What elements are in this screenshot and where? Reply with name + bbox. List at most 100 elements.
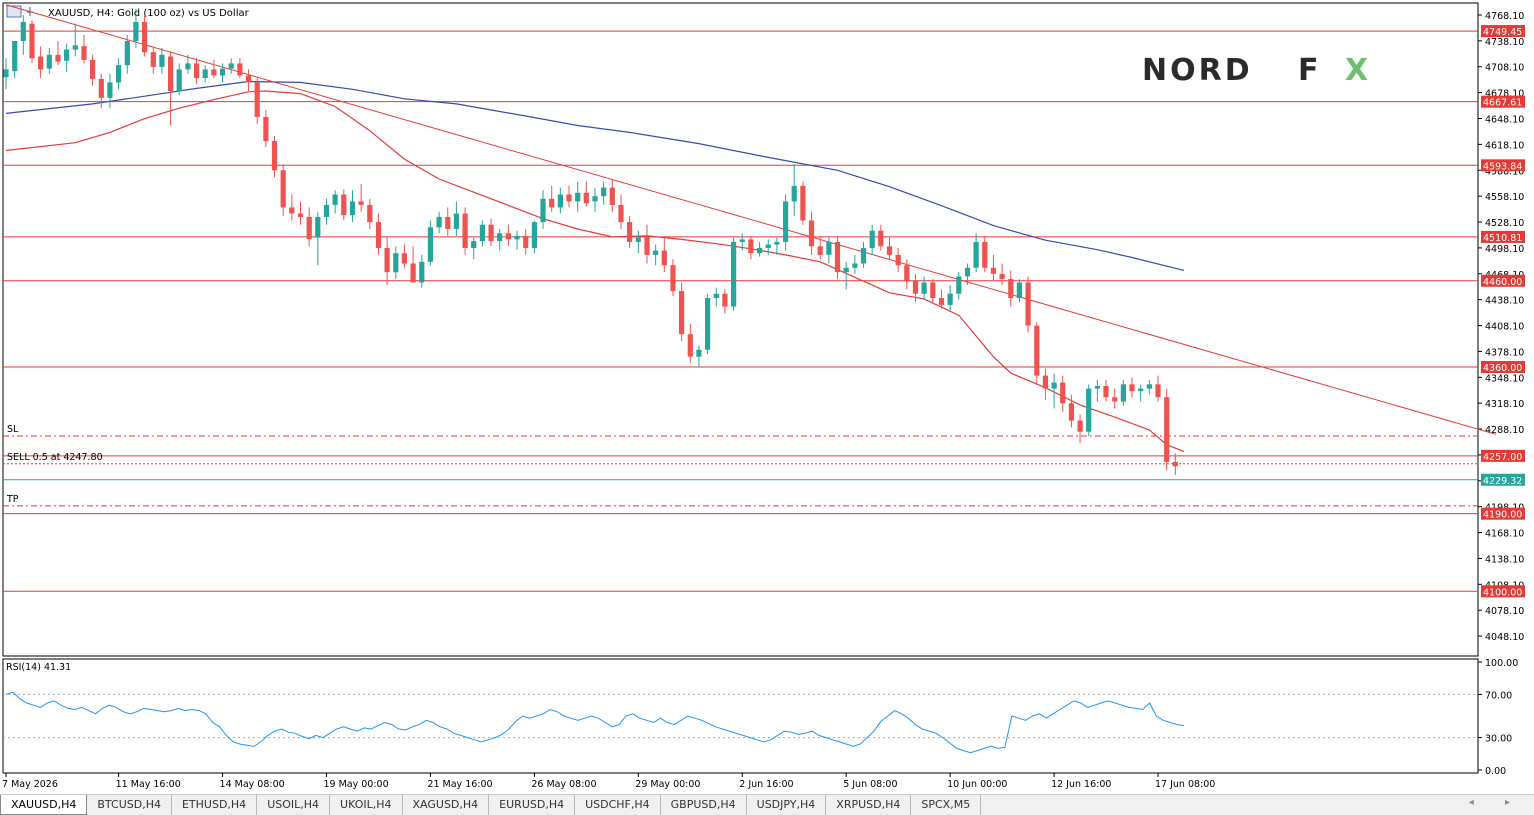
candle-body (912, 280, 919, 294)
symbol-tab[interactable]: XRPUSD,H4 (826, 795, 912, 815)
candle-body (843, 267, 849, 273)
entry-order-label: SELL 0.5 at 4247.80 (7, 452, 103, 463)
candle-body (860, 248, 867, 264)
candle-body (1094, 386, 1100, 389)
candle-body (133, 22, 139, 41)
time-tick-label: 26 May 08:00 (531, 779, 596, 790)
price-tick-label: 4078.10 (1485, 606, 1524, 617)
candle-body (168, 56, 174, 91)
candle-body (12, 41, 18, 72)
candle-body (323, 204, 330, 217)
candle-body (384, 248, 390, 273)
downtrend-line[interactable] (5, 4, 1496, 435)
level-price-label: 4593.84 (1483, 161, 1522, 172)
candle-body (973, 241, 979, 268)
candle-body (237, 63, 243, 76)
candle-body (1034, 325, 1040, 376)
candle-body (332, 194, 338, 205)
candle-body (1129, 384, 1135, 392)
candle-body (601, 187, 607, 197)
candle-body (462, 213, 468, 248)
level-price-tag (1481, 230, 1525, 243)
candle-body (938, 298, 945, 305)
candle-body (471, 241, 477, 248)
candle-body (1042, 375, 1048, 389)
candle-body (436, 216, 442, 228)
candle-body (505, 233, 511, 240)
brand-name-left: NORD (1142, 53, 1253, 88)
candle-body (739, 239, 745, 242)
candle-body (679, 291, 685, 335)
level-price-label: 4460.00 (1483, 277, 1522, 288)
price-tick-label: 4438.10 (1485, 296, 1524, 307)
nordfx-logo: NORD F X (1142, 53, 1368, 88)
chart-menu-icon[interactable] (6, 5, 22, 18)
candle-body (64, 49, 70, 61)
candle-body (523, 235, 529, 248)
candle-body (627, 222, 633, 242)
symbol-tab[interactable]: XAGUSD,H4 (403, 795, 490, 815)
candle-body (878, 230, 884, 247)
candle-body (497, 233, 503, 242)
symbol-tab[interactable]: BTCUSD,H4 (87, 795, 172, 815)
time-tick-label: 10 Jun 00:00 (947, 779, 1007, 790)
candle-body (297, 213, 304, 217)
candle-body (947, 293, 953, 305)
candle-body (1146, 384, 1152, 389)
tab-scroll-arrows[interactable]: ◂ ▸ (1468, 797, 1524, 808)
candle-body (1016, 282, 1022, 298)
price-tick-label: 4588.10 (1485, 166, 1524, 177)
symbol-tab[interactable]: GBPUSD,H4 (661, 795, 747, 815)
time-tick-label: 29 May 00:00 (635, 779, 700, 790)
symbol-tab[interactable]: SPCX,M5 (911, 795, 982, 815)
candle-body (81, 46, 87, 60)
candle-body (410, 263, 416, 283)
candle-body (194, 63, 200, 79)
time-tick-label: 2 Jun 16:00 (739, 779, 793, 790)
candle-body (540, 198, 546, 223)
level-price-tag (1481, 159, 1525, 172)
rsi-tick-label: 70.00 (1485, 690, 1512, 701)
candle-body (116, 65, 122, 83)
candle-body (29, 23, 35, 59)
symbol-tab[interactable]: XAUUSD,H4 (0, 795, 88, 815)
price-tick-label: 4558.10 (1485, 192, 1524, 203)
candle-body (401, 253, 407, 264)
candle-body (55, 54, 61, 62)
time-tick-label: 14 May 08:00 (220, 779, 285, 790)
level-price-label: 4749.45 (1483, 27, 1522, 38)
level-price-label: 4667.61 (1483, 98, 1522, 109)
horizontal-levels: 4749.45 4667.61 4593.84 4510.81 4460.00 4360.… (3, 25, 1525, 598)
candle-body (514, 235, 520, 240)
candle-body (142, 22, 148, 53)
price-tick-label: 4768.10 (1485, 11, 1524, 22)
level-price-tag (1481, 507, 1525, 520)
level-price-label: 4257.00 (1483, 452, 1522, 463)
candle-body (808, 220, 815, 247)
candle-body (280, 170, 286, 208)
candle-body (488, 224, 494, 242)
price-chart[interactable]: XAUUSD, H4: Gold (100 oz) vs US Dollar NO… (0, 0, 1534, 794)
level-price-tag (1481, 449, 1525, 462)
order-lines: SL SELL 0.5 at 4247.80 TP (3, 424, 1478, 507)
candle-body (367, 204, 373, 223)
price-tick-label: 4138.10 (1485, 554, 1524, 565)
symbol-tab[interactable]: ETHUSD,H4 (172, 795, 258, 815)
candle-body (90, 59, 96, 79)
candle-body (990, 267, 996, 274)
candle-body (886, 246, 893, 255)
symbol-tab[interactable]: USDCHF,H4 (575, 795, 661, 815)
candle-body (445, 216, 451, 229)
candle-body (263, 116, 269, 142)
candle-body (1120, 384, 1126, 402)
symbol-tab[interactable]: EURUSD,H4 (489, 795, 576, 815)
symbol-tab[interactable]: USDJPY,H4 (747, 795, 827, 815)
symbol-tab[interactable]: UKOIL,H4 (330, 795, 403, 815)
candle-body (635, 237, 641, 242)
symbol-tab[interactable]: USOIL,H4 (257, 795, 331, 815)
candle-body (107, 82, 113, 98)
candle-body (834, 241, 841, 273)
candle-body (557, 194, 563, 208)
candle-body (1060, 382, 1066, 404)
candle-body (38, 56, 44, 70)
